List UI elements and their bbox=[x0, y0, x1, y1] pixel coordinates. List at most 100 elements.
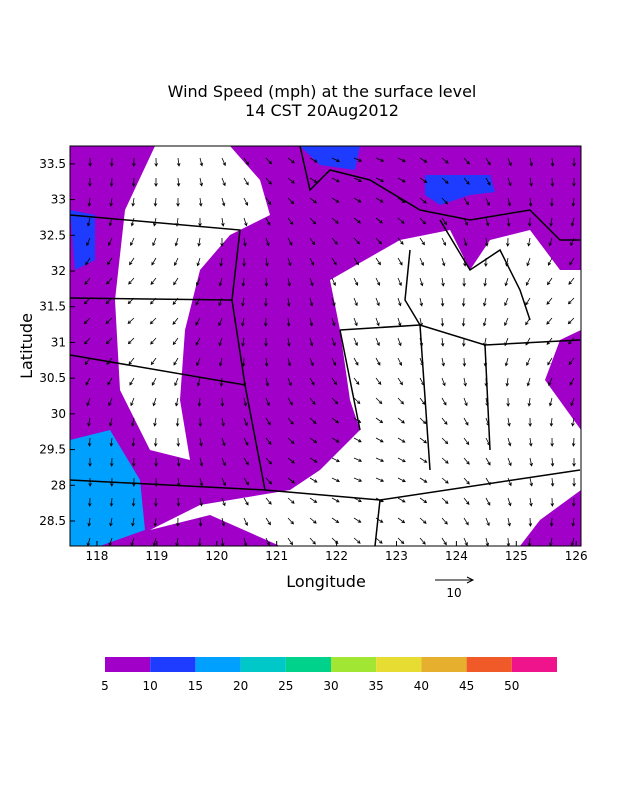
wind-vector bbox=[88, 157, 92, 167]
wind-vector bbox=[331, 297, 336, 307]
wind-vector bbox=[441, 157, 449, 164]
wind-vector bbox=[528, 197, 533, 207]
wind-vector bbox=[507, 457, 512, 467]
wind-vector bbox=[504, 277, 509, 287]
wind-vector bbox=[375, 517, 384, 523]
wind-vector bbox=[196, 377, 201, 387]
wind-vector bbox=[84, 357, 91, 366]
wind-vector bbox=[353, 497, 362, 503]
wind-vector bbox=[265, 397, 270, 407]
wind-vector bbox=[569, 257, 575, 266]
y-tick-label: 31 bbox=[51, 335, 66, 349]
wind-vector bbox=[221, 477, 226, 487]
wind-vector bbox=[463, 397, 468, 407]
wind-vector bbox=[547, 357, 553, 366]
wind-vector bbox=[484, 257, 488, 267]
wind-vector bbox=[526, 357, 531, 367]
wind-vector bbox=[419, 457, 428, 463]
wind-vector bbox=[568, 357, 575, 366]
wind-vector bbox=[527, 237, 531, 247]
wind-vector bbox=[86, 237, 91, 247]
wind-vector bbox=[109, 457, 114, 467]
wind-vector bbox=[83, 317, 91, 325]
wind-vector bbox=[397, 317, 402, 327]
wind-vector bbox=[218, 277, 223, 287]
wind-vector bbox=[176, 497, 181, 507]
wind-vector bbox=[265, 377, 270, 387]
wind-vector bbox=[570, 217, 575, 227]
wind-vector bbox=[463, 197, 469, 206]
wind-vector bbox=[243, 477, 249, 486]
wind-vector bbox=[221, 217, 225, 227]
wind-vector bbox=[309, 517, 317, 524]
x-tick-label: 124 bbox=[445, 549, 468, 563]
wind-vector bbox=[243, 157, 249, 166]
wind-vector bbox=[375, 457, 385, 462]
wind-vector bbox=[441, 437, 449, 445]
wind-vector bbox=[353, 537, 361, 544]
map bbox=[70, 146, 581, 546]
wind-vector bbox=[529, 457, 533, 467]
wind-vector bbox=[265, 537, 271, 546]
wind-vector bbox=[242, 377, 247, 387]
wind-vector bbox=[107, 237, 113, 246]
wind-vector bbox=[198, 417, 203, 427]
wind-vector bbox=[485, 457, 491, 466]
wind-vector bbox=[397, 437, 406, 443]
wind-vector bbox=[375, 177, 384, 183]
wind-vector bbox=[331, 217, 339, 224]
wind-vector bbox=[128, 277, 135, 285]
wind-vector bbox=[265, 457, 272, 465]
wind-vector bbox=[463, 217, 469, 226]
wind-vector bbox=[375, 297, 380, 307]
wind-vector bbox=[176, 197, 180, 207]
x-tick-label: 119 bbox=[145, 549, 168, 563]
wind-vector bbox=[397, 277, 402, 287]
wind-vector bbox=[525, 297, 531, 306]
colorbar-label: 45 bbox=[459, 679, 474, 693]
wind-vector bbox=[440, 337, 445, 347]
wind-vector bbox=[375, 537, 383, 544]
wind-vector bbox=[198, 517, 203, 527]
wind-vector bbox=[131, 497, 136, 507]
wind-vector bbox=[353, 437, 362, 443]
wind-vector bbox=[353, 277, 359, 286]
wind-vector bbox=[107, 377, 113, 386]
wind-vector bbox=[175, 217, 180, 227]
wind-vector bbox=[287, 257, 292, 267]
wind-vector bbox=[441, 257, 446, 267]
wind-vector bbox=[461, 317, 466, 327]
wind-vector bbox=[109, 517, 113, 527]
wind-vector bbox=[419, 157, 428, 163]
wind-vector bbox=[243, 457, 249, 466]
wind-vector bbox=[572, 157, 576, 167]
wind-vector bbox=[264, 297, 268, 307]
wind-vector bbox=[528, 517, 533, 527]
wind-vector bbox=[309, 217, 317, 225]
wind-vector bbox=[462, 337, 466, 347]
wind-vector bbox=[397, 357, 403, 366]
y-tick-label: 30.5 bbox=[39, 371, 66, 385]
reference-vector-label: 10 bbox=[446, 586, 461, 600]
wind-vector bbox=[463, 477, 470, 485]
wind-vector bbox=[176, 517, 180, 527]
wind-vector bbox=[85, 377, 91, 386]
wind-vector bbox=[353, 197, 362, 203]
colorbar-swatch bbox=[240, 657, 286, 672]
colorbar-label: 40 bbox=[414, 679, 429, 693]
wind-vector bbox=[504, 337, 509, 347]
wind-vector bbox=[441, 177, 449, 184]
wind-vector bbox=[127, 337, 135, 345]
y-tick-label: 31.5 bbox=[39, 300, 66, 314]
wind-vector bbox=[546, 337, 553, 346]
wind-vector bbox=[105, 317, 113, 325]
wind-vector bbox=[463, 157, 470, 165]
wind-vector bbox=[286, 297, 291, 307]
wind-vector bbox=[441, 197, 449, 205]
wind-vector bbox=[331, 377, 338, 386]
wind-vector bbox=[265, 497, 272, 505]
colorbar-label: 15 bbox=[188, 679, 203, 693]
wind-vector bbox=[546, 317, 553, 325]
wind-vector bbox=[172, 337, 179, 346]
wind-vector bbox=[419, 477, 428, 483]
